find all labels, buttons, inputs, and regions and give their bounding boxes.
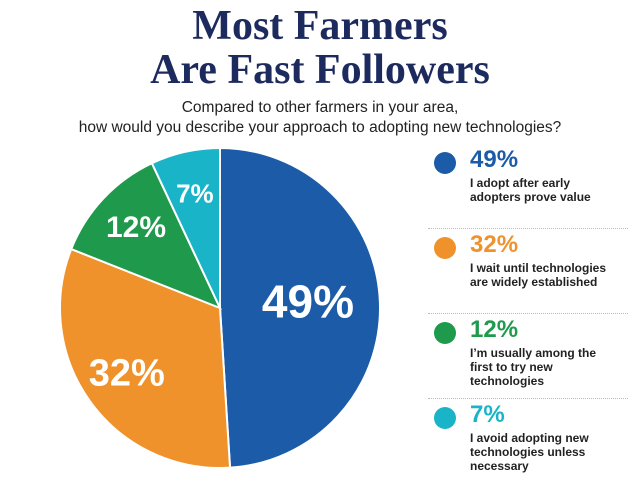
legend-marker — [434, 237, 456, 259]
pie-slice — [150, 146, 221, 309]
pie-slice — [59, 247, 232, 469]
legend-value: 32% — [470, 231, 519, 258]
legend-value: 7% — [470, 401, 505, 428]
chart-title: Are Fast Followers — [150, 47, 490, 93]
legend-label: I adopt after early adopters prove value — [470, 176, 591, 204]
legend-item: 7% I avoid adopting new technologies unle… — [428, 401, 628, 480]
legend-marker — [434, 322, 456, 344]
legend-label: I’m usually among the first to try new t… — [470, 346, 597, 388]
legend-label: I wait until technologies are widely est… — [470, 261, 607, 289]
legend-item: 49% I adopt after early adopters prove va… — [428, 146, 628, 229]
legend-item: 32% I wait until technologies are widely … — [428, 231, 628, 314]
chart-title: Most Farmers — [192, 3, 448, 49]
subtitle: Compared to other farmers in your area, — [181, 99, 459, 116]
slice-label: 7% — [176, 178, 214, 208]
legend-marker — [434, 152, 456, 174]
legend-item: 12% I’m usually among the first to try ne… — [428, 316, 628, 399]
pie-slice — [69, 161, 222, 310]
slice-label: 12% — [106, 211, 166, 244]
legend-value: 49% — [470, 146, 519, 173]
pie-chart: 49% 32% 12% 7% — [59, 146, 381, 469]
subtitle: how would you describe your approach to … — [78, 119, 562, 136]
slice-label: 32% — [89, 353, 165, 395]
legend-marker — [434, 407, 456, 429]
pie-slice — [219, 146, 381, 469]
legend-label: I avoid adopting new technologies unless… — [470, 431, 589, 473]
slice-label: 49% — [262, 275, 354, 327]
legend-value: 12% — [470, 316, 519, 343]
